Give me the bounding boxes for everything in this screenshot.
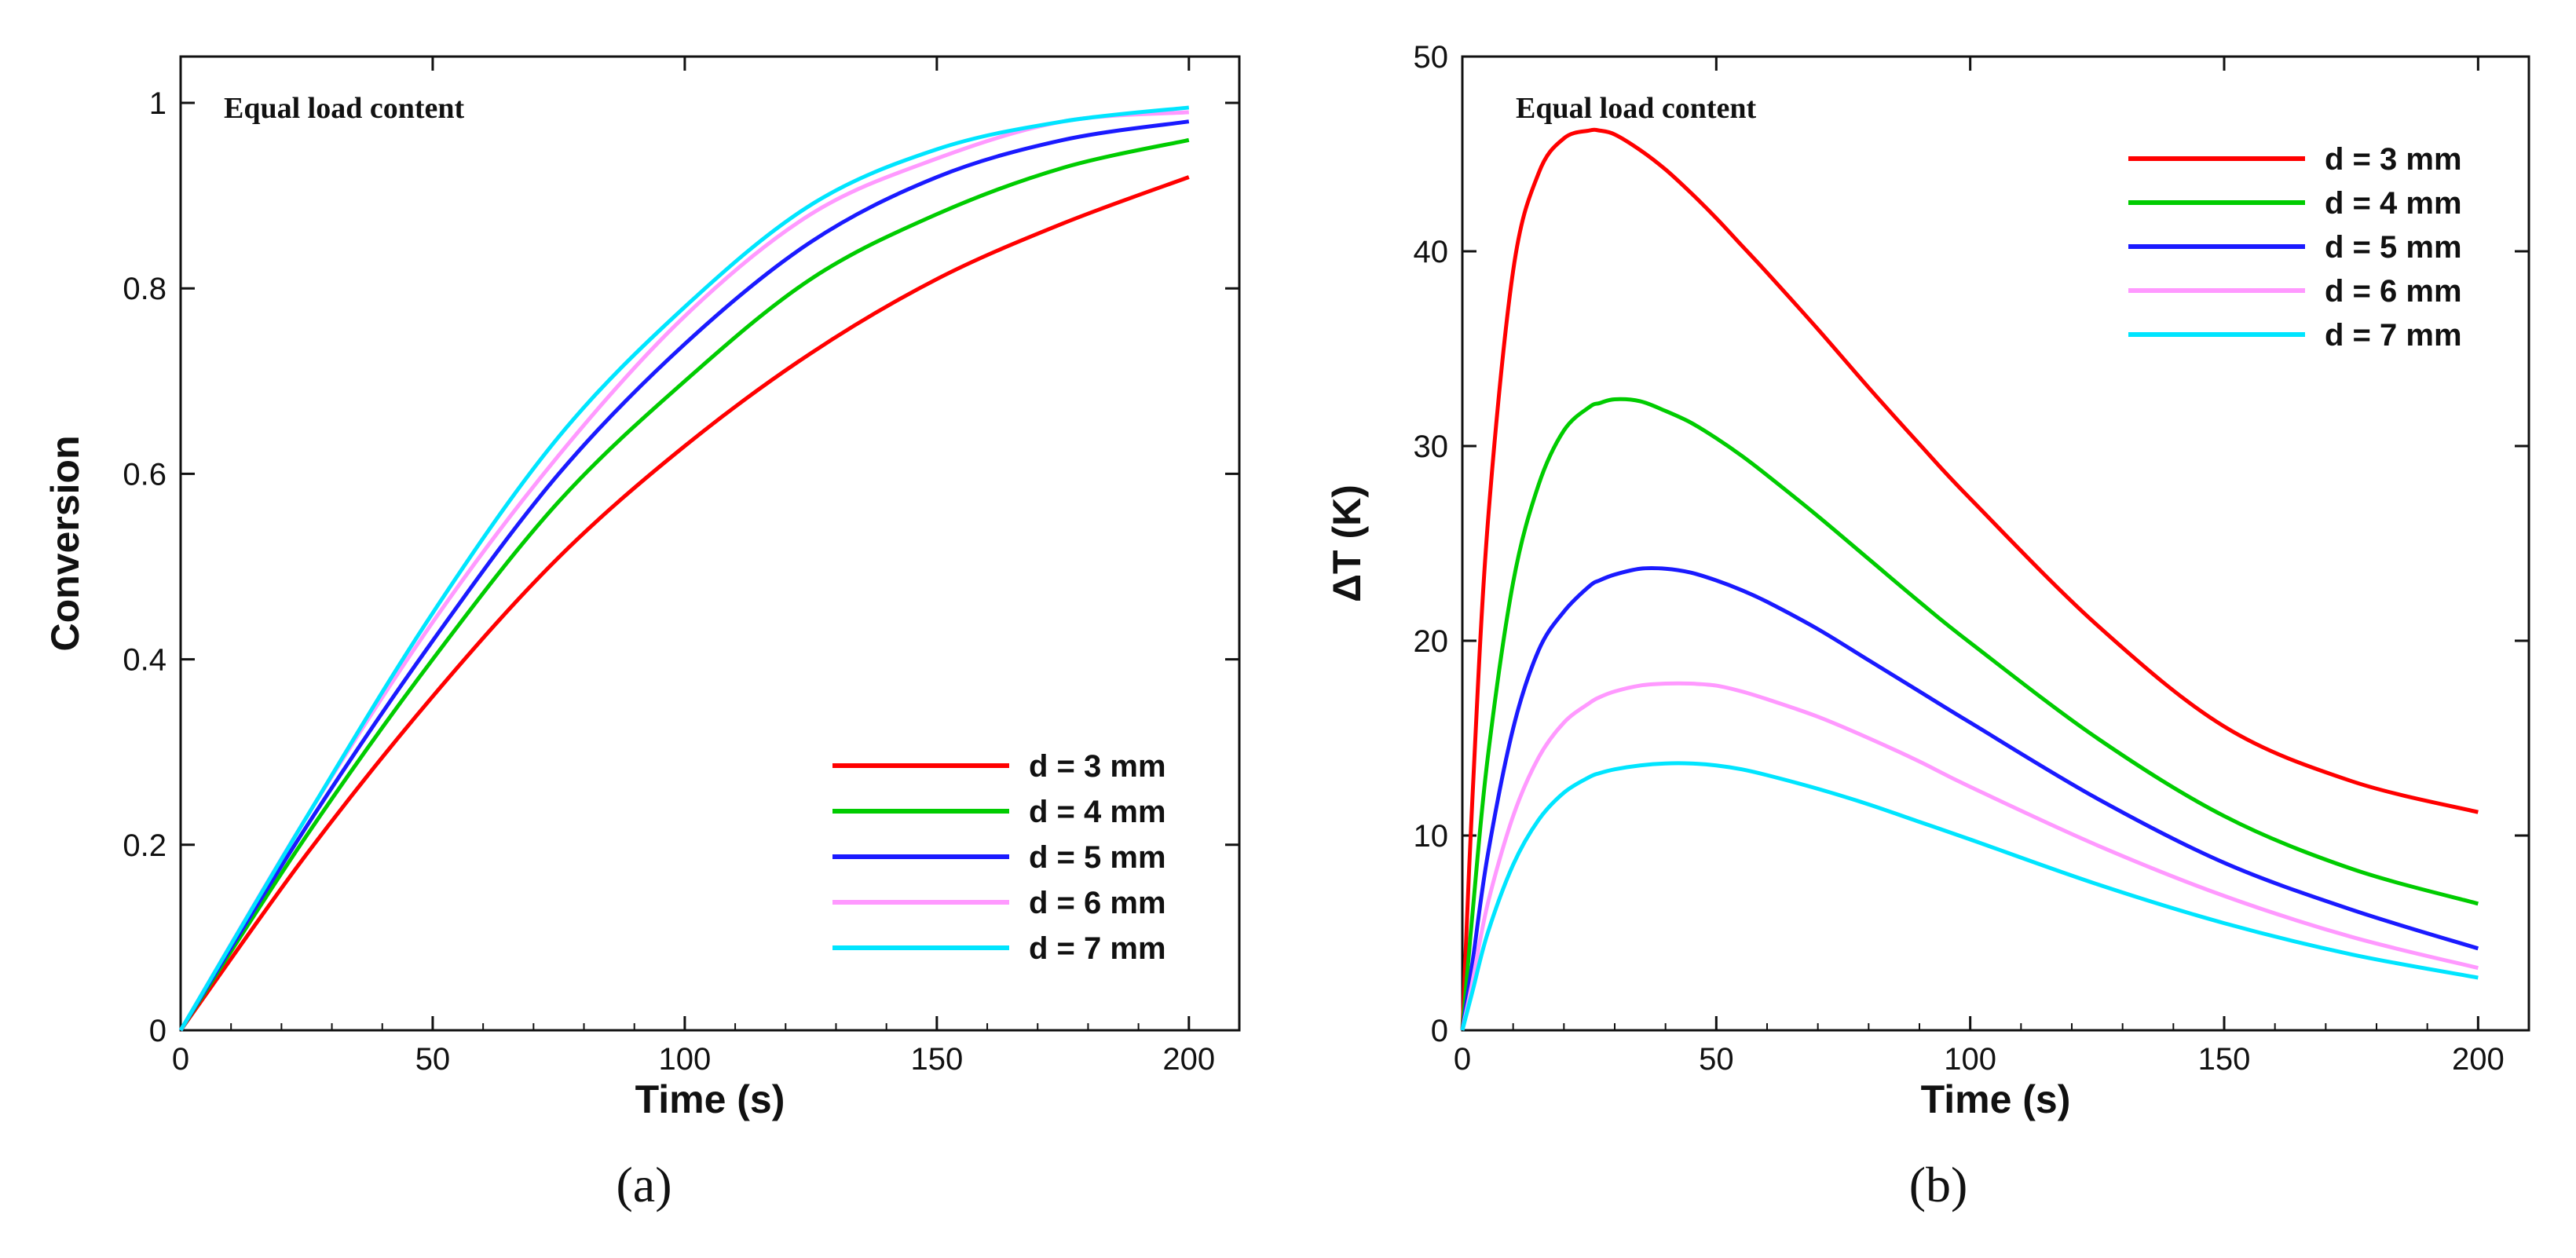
x-tick-label: 200 bbox=[1162, 1042, 1215, 1077]
y-tick-label: 0.4 bbox=[123, 643, 166, 678]
y-tick-label: 0.2 bbox=[123, 828, 166, 863]
y-tick-label: 10 bbox=[1414, 819, 1449, 854]
y-tick-label: 1 bbox=[149, 86, 166, 121]
y-tick-label: 20 bbox=[1414, 624, 1449, 659]
y-tick-label: 0 bbox=[149, 1014, 166, 1048]
x-tick-label: 50 bbox=[1699, 1042, 1734, 1077]
x-tick-label: 50 bbox=[415, 1042, 451, 1077]
x-tick-label: 100 bbox=[1944, 1042, 1996, 1077]
x-tick-label: 100 bbox=[659, 1042, 712, 1077]
legend-label: d = 6 mm bbox=[2325, 274, 2462, 309]
legend-label: d = 6 mm bbox=[1029, 886, 1166, 920]
legend-label: d = 4 mm bbox=[2325, 186, 2462, 221]
x-tick-label: 150 bbox=[910, 1042, 963, 1077]
series-line-7mm bbox=[1460, 761, 2479, 1031]
annotation-text: Equal load content bbox=[1516, 92, 1757, 125]
series-line-5mm bbox=[1460, 565, 2479, 1031]
y-tick-label: 0 bbox=[1431, 1014, 1448, 1048]
y-axis-label: ΔT (K) bbox=[1325, 485, 1369, 602]
x-tick-label: 0 bbox=[1454, 1042, 1471, 1077]
legend-label: d = 5 mm bbox=[1029, 840, 1166, 875]
x-tick-label: 0 bbox=[172, 1042, 189, 1077]
y-tick-label: 50 bbox=[1414, 40, 1449, 75]
series-line-4mm bbox=[1460, 397, 2479, 1031]
series-line-7mm bbox=[178, 105, 1190, 1032]
legend-label: d = 4 mm bbox=[1029, 795, 1166, 829]
y-tick-label: 0.8 bbox=[123, 272, 166, 306]
legend-label: d = 3 mm bbox=[1029, 749, 1166, 784]
series-line-3mm bbox=[1460, 127, 2479, 1031]
x-tick-label: 200 bbox=[2452, 1042, 2505, 1077]
panel-caption: (a) bbox=[616, 1157, 671, 1212]
panel-caption: (b) bbox=[1909, 1157, 1968, 1212]
legend-label: d = 7 mm bbox=[2325, 318, 2462, 353]
y-axis-label: Conversion bbox=[43, 435, 87, 651]
legend-label: d = 5 mm bbox=[2325, 230, 2462, 265]
x-tick-label: 150 bbox=[2198, 1042, 2251, 1077]
legend-label: d = 3 mm bbox=[2325, 142, 2462, 177]
series-line-3mm bbox=[178, 175, 1190, 1032]
series-line-6mm bbox=[1460, 681, 2479, 1031]
chart-a: 0 50 100 150 200 0 0.2 0.4 0.6 0.8 1 Time (s) Conver… bbox=[43, 55, 1241, 1212]
annotation-text: Equal load content bbox=[224, 92, 465, 125]
plot-frame bbox=[179, 55, 1241, 1032]
chart-b: 0 50 100 150 200 0 10 20 30 40 50 Time (s) ΔT (K) Equ… bbox=[1325, 40, 2530, 1212]
series-line-5mm bbox=[178, 119, 1190, 1032]
plot-frame bbox=[1461, 55, 2530, 1032]
y-tick-label: 40 bbox=[1414, 235, 1449, 269]
series-line-4mm bbox=[178, 137, 1190, 1032]
legend-label: d = 7 mm bbox=[1029, 931, 1166, 966]
y-tick-label: 30 bbox=[1414, 430, 1449, 464]
x-axis-label: Time (s) bbox=[635, 1077, 785, 1121]
x-axis-label: Time (s) bbox=[1921, 1077, 2071, 1121]
y-tick-label: 0.6 bbox=[123, 457, 166, 492]
